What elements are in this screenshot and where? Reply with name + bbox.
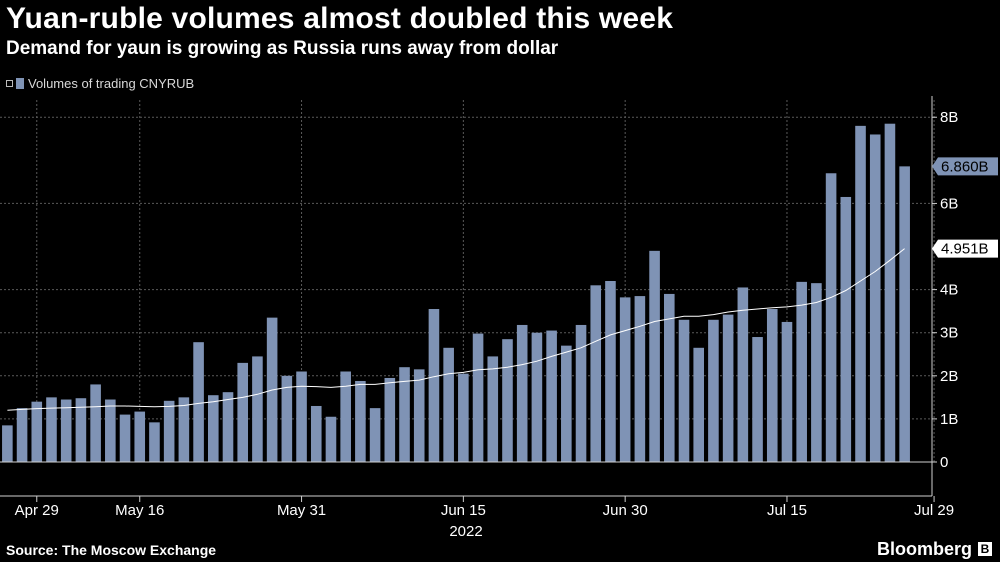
bar xyxy=(472,333,484,462)
x-tick-label: May 31 xyxy=(277,502,326,519)
bar xyxy=(546,330,557,462)
bar xyxy=(134,411,146,462)
bar xyxy=(693,347,705,462)
bar xyxy=(149,422,160,462)
last-value-label-box xyxy=(932,157,998,176)
chart-subtitle: Demand for yaun is growing as Russia run… xyxy=(6,38,559,59)
bar xyxy=(502,339,513,462)
bar xyxy=(252,356,263,462)
legend-swatch xyxy=(16,78,24,89)
bar xyxy=(869,134,881,462)
bar xyxy=(811,283,822,462)
bar xyxy=(605,281,616,462)
bar xyxy=(369,408,381,462)
bar xyxy=(722,314,734,462)
bar xyxy=(590,285,602,462)
bloomberg-mark-icon: B xyxy=(978,542,992,556)
legend-label: Volumes of trading CNYRUB xyxy=(28,76,195,91)
bar xyxy=(384,377,396,462)
bar xyxy=(634,296,646,462)
bar xyxy=(428,309,440,462)
bar xyxy=(207,395,219,462)
bar xyxy=(619,297,631,462)
bar xyxy=(237,362,249,462)
y-tick-label: 0 xyxy=(940,454,948,471)
x-tick-label: Jun 30 xyxy=(603,502,648,519)
bar xyxy=(737,287,749,462)
moving-average-line xyxy=(7,248,905,411)
bar xyxy=(178,397,190,462)
bar xyxy=(2,425,13,462)
bar xyxy=(781,321,793,462)
y-tick-label: 6B xyxy=(940,195,958,212)
bar xyxy=(90,384,101,462)
bar xyxy=(46,397,57,462)
x-tick-label: Jul 15 xyxy=(767,502,807,519)
bar xyxy=(31,401,43,462)
average-value-label-box xyxy=(932,239,998,258)
bar xyxy=(193,342,204,462)
bar xyxy=(855,125,866,462)
bar xyxy=(16,408,28,462)
x-tick-label: Jun 15 xyxy=(441,502,486,519)
x-tick-label: May 16 xyxy=(115,502,164,519)
bar xyxy=(105,399,116,462)
y-tick-label: 8B xyxy=(940,109,958,126)
bloomberg-logo: Bloomberg xyxy=(876,539,972,559)
bar xyxy=(766,309,778,462)
bar xyxy=(310,405,322,462)
bar xyxy=(296,371,307,462)
y-tick-label: 4B xyxy=(940,282,958,299)
chart-title: Yuan-ruble volumes almost doubled this w… xyxy=(6,2,674,35)
bar xyxy=(487,356,499,462)
bar xyxy=(796,281,807,462)
bar xyxy=(752,337,763,462)
y-tick-label: 2B xyxy=(940,368,958,385)
last-value-label: 6.860B xyxy=(941,158,989,175)
average-value-label: 4.951B xyxy=(941,241,989,258)
bar xyxy=(75,398,87,462)
bar xyxy=(899,166,910,462)
bar xyxy=(60,399,72,462)
x-tick-label: Apr 29 xyxy=(15,502,59,519)
bar xyxy=(575,324,587,462)
bar xyxy=(163,400,175,462)
bar xyxy=(825,173,837,462)
bar xyxy=(399,367,410,462)
bar xyxy=(531,332,543,462)
bar xyxy=(561,345,572,462)
source-note: Source: The Moscow Exchange xyxy=(6,542,217,558)
bar xyxy=(340,371,351,462)
bar xyxy=(678,319,690,462)
bar xyxy=(119,414,131,462)
bar xyxy=(413,369,425,462)
bar xyxy=(884,123,896,462)
bar xyxy=(708,319,719,462)
bar xyxy=(325,416,337,462)
year-label: 2022 xyxy=(449,523,482,540)
bar xyxy=(222,392,234,462)
bar xyxy=(281,375,293,462)
bar xyxy=(840,196,852,462)
y-tick-label: 3B xyxy=(940,325,958,342)
bar xyxy=(443,347,454,462)
bar xyxy=(355,380,366,462)
legend: Volumes of trading CNYRUB xyxy=(6,76,194,91)
y-tick-label: 1B xyxy=(940,411,958,428)
x-tick-label: Jul 29 xyxy=(914,502,954,519)
bar xyxy=(458,373,469,462)
legend-toggle-icon[interactable] xyxy=(6,80,13,87)
bar xyxy=(516,324,528,462)
bar xyxy=(649,250,660,462)
bar xyxy=(663,293,675,462)
